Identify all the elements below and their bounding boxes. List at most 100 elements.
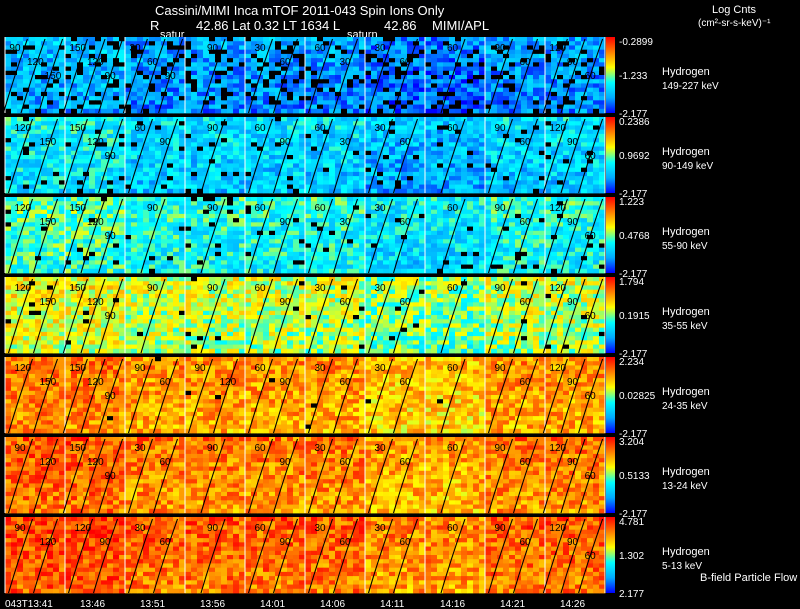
colorbar-min-label: -2.177 [619,109,648,120]
colorbar-6 [606,517,615,593]
contour-line [487,198,514,274]
contour-label: 90 [207,123,219,134]
contour-line [332,38,359,114]
contour-line [272,438,299,514]
panel-4-column-7 [425,357,486,434]
panel-5-column-3 [185,437,246,514]
colorbar-1 [606,117,615,193]
contour-label: 30 [375,123,387,134]
contour-label: 60 [520,57,532,68]
contour-line [392,278,419,354]
contour-label: 30 [315,283,327,294]
contour-line [560,438,586,514]
contour-label: 30 [375,443,387,454]
contour-line [272,198,299,274]
contour-label: 150 [45,71,62,82]
contour-label: 90 [147,203,159,214]
x-tick-label: 13:51 [140,599,165,609]
contour-label: 60 [447,363,459,374]
contour-line [367,118,394,194]
contour-label: 90 [567,137,579,148]
panel-6-column-6 [365,517,426,594]
panel-6-column-7 [425,517,486,594]
contour-label: 120 [87,57,104,68]
colorbar-max-label: 1.794 [619,277,644,288]
header-l-value: 42.86 [384,18,417,33]
panel-5-column-7 [425,437,486,514]
contour-label: 30 [375,523,387,534]
contour-line [80,38,106,114]
panel-3-column-1 [65,277,126,354]
panel-0-column-5 [305,37,366,114]
contour-line [367,358,394,434]
panel-channel-label: 90-149 keV [662,161,713,172]
contour-line [200,198,226,274]
panel-species-label: Hydrogen [662,66,710,78]
contour-line [578,278,604,354]
contour-line [440,198,466,274]
contour-line [272,278,299,354]
contour-label: 60 [585,71,597,82]
contour-label: 30 [315,363,327,374]
panel-4-column-9 [545,357,606,434]
contour-line [140,198,166,274]
page-title: Cassini/MIMI Inca mTOF 2011-043 Spin Ion… [155,3,445,18]
contour-label: 60 [255,363,267,374]
contour-line [392,38,419,114]
contour-line [578,358,604,434]
contour-line [307,358,334,434]
contour-line [367,438,394,514]
panel-0-column-1 [65,37,126,114]
contour-label: 60 [315,203,327,214]
contour-label: 120 [15,363,32,374]
colorbar-min-label: -2.177 [619,429,648,440]
contour-line [512,38,539,114]
colorbar-min-label: -2.177 [619,189,648,200]
panel-species-label: Hydrogen [662,546,710,558]
contour-label: 90 [280,457,292,468]
x-tick-label: 14:06 [320,599,345,609]
contour-label: 60 [160,377,172,388]
contour-label: 120 [87,137,104,148]
contour-label: 150 [69,443,86,454]
panel-2-column-6 [365,197,426,274]
panel-4-column-1 [65,357,126,434]
contour-label: 90 [495,123,507,134]
contour-label: 60 [400,57,412,68]
panel-4-column-8 [485,357,546,434]
x-tick-label: 14:21 [500,599,525,609]
contour-label: 60 [447,123,459,134]
x-tick-label: 043T13:41 [5,599,53,609]
contour-line [140,278,166,354]
contour-label: 150 [40,137,57,148]
contour-label: 150 [40,377,57,388]
colorbar-mid-label: 1.302 [619,551,644,562]
contour-line [20,38,46,114]
contour-line [7,438,34,514]
contour-label: 60 [340,297,352,308]
contour-label: 90 [207,283,219,294]
contour-line [32,118,59,194]
contour-label: 90 [15,523,27,534]
contour-line [332,518,359,594]
contour-label: 60 [585,551,597,562]
contour-label: 60 [447,283,459,294]
contour-label: 90 [160,137,172,148]
contour-line [80,438,106,514]
contour-label: 150 [69,43,86,54]
contour-line [247,278,274,354]
contour-label: 90 [495,363,507,374]
contour-label: 30 [315,523,327,534]
contour-label: 60 [400,137,412,148]
panel-2-column-8 [485,197,546,274]
panel-5-column-5 [305,437,366,514]
contour-label: 60 [520,137,532,148]
contour-label: 120 [40,457,57,468]
panel-species-label: Hydrogen [662,306,710,318]
contour-line [560,38,586,114]
contour-label: 60 [520,217,532,228]
contour-label: 60 [340,537,352,548]
contour-line [7,278,34,354]
colorbar-min-label: 2.177 [619,589,644,600]
contour-label: 30 [255,43,267,54]
